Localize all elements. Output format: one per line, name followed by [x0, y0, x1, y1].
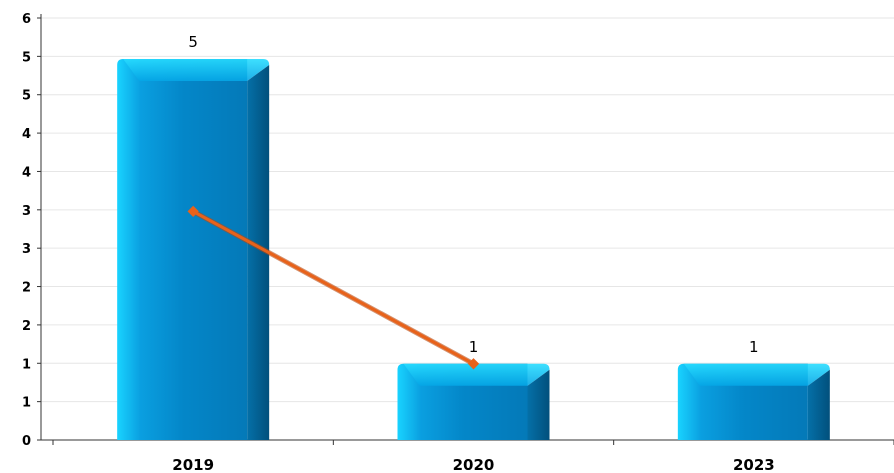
y-axis-ticks: 0 1 1 2 2 3 3 4 4 5 5 6 [22, 12, 41, 449]
bar [677, 363, 830, 440]
bar-side [247, 65, 270, 440]
bar-top [403, 363, 550, 386]
line-series [187, 205, 480, 370]
x-axis-ticks: 2019 2020 2023 [52, 440, 894, 473]
y-tick-label: 0 [22, 434, 31, 449]
bar-front [117, 59, 248, 440]
data-label: 1 [749, 338, 759, 356]
y-tick-label: 4 [22, 127, 31, 142]
y-tick-label: 5 [22, 50, 31, 65]
bar-side [807, 369, 830, 440]
series-point [187, 205, 199, 218]
data-label: 5 [188, 33, 198, 51]
bar [117, 59, 270, 440]
y-tick-label: 3 [22, 242, 31, 257]
bar-top [123, 59, 270, 81]
series-line [191, 209, 475, 366]
bar [397, 363, 550, 440]
y-tick-label: 2 [22, 319, 31, 334]
x-tick-label: 2023 [733, 456, 775, 473]
bar-series [117, 59, 830, 440]
y-tick-label: 1 [22, 357, 31, 372]
y-tick-label: 4 [22, 165, 31, 180]
bar-top [683, 363, 830, 386]
series-point [467, 358, 480, 370]
y-tick-label: 3 [22, 204, 31, 219]
bar-side [527, 369, 550, 440]
data-label: 1 [469, 338, 479, 356]
y-tick-label: 5 [22, 89, 31, 104]
y-tick-label: 1 [22, 396, 31, 411]
x-tick-label: 2019 [172, 456, 214, 473]
x-tick-label: 2020 [453, 456, 495, 473]
data-labels: 5 1 1 [188, 33, 758, 356]
y-tick-label: 6 [22, 12, 31, 27]
y-tick-label: 2 [22, 281, 31, 296]
